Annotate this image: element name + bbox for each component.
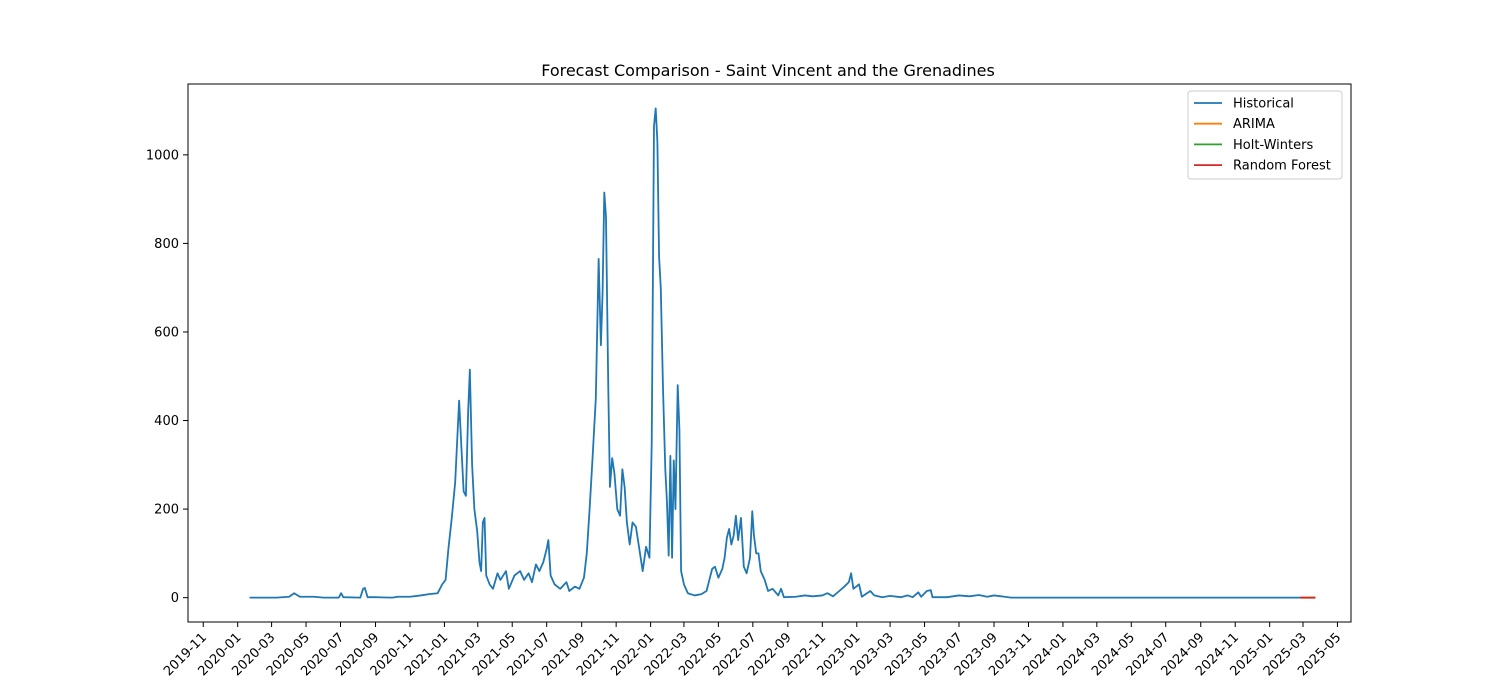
- legend-label: ARIMA: [1233, 117, 1275, 132]
- x-axis: 2019-112020-012020-032020-052020-072020-…: [161, 622, 1344, 679]
- y-tick-label: 800: [154, 237, 179, 252]
- y-tick-label: 1000: [146, 148, 179, 163]
- legend-label: Historical: [1233, 97, 1294, 112]
- legend: Historical ARIMA Holt-Winters Random Forest: [1187, 90, 1343, 180]
- chart-title: Forecast Comparison - Saint Vincent and …: [541, 61, 995, 80]
- series-line-historical: [249, 107, 1301, 599]
- legend-label: Random Forest: [1233, 159, 1331, 174]
- plot-frame: [187, 83, 1352, 623]
- y-tick-label: 200: [154, 503, 179, 518]
- legend-box: [1187, 90, 1343, 180]
- plot-area: [249, 107, 1316, 599]
- y-axis: 0 200 400 600 800 1000: [146, 148, 188, 606]
- y-tick-label: 400: [154, 414, 179, 429]
- y-tick-label: 0: [171, 591, 179, 606]
- legend-label: Holt-Winters: [1233, 138, 1313, 153]
- y-tick-label: 600: [154, 325, 179, 340]
